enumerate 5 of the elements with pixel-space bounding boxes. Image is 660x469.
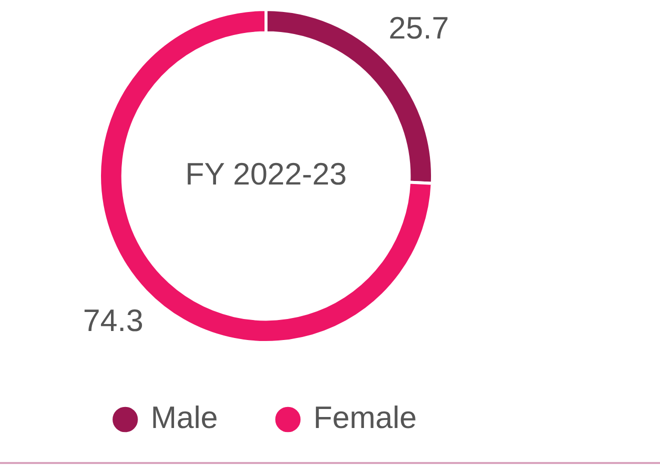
data-label: 25.7	[388, 10, 449, 46]
legend-label: Male	[150, 400, 218, 436]
data-label: 74.3	[83, 302, 144, 338]
text: FY 2022-23	[185, 156, 347, 192]
legend-label: Female	[313, 400, 417, 436]
